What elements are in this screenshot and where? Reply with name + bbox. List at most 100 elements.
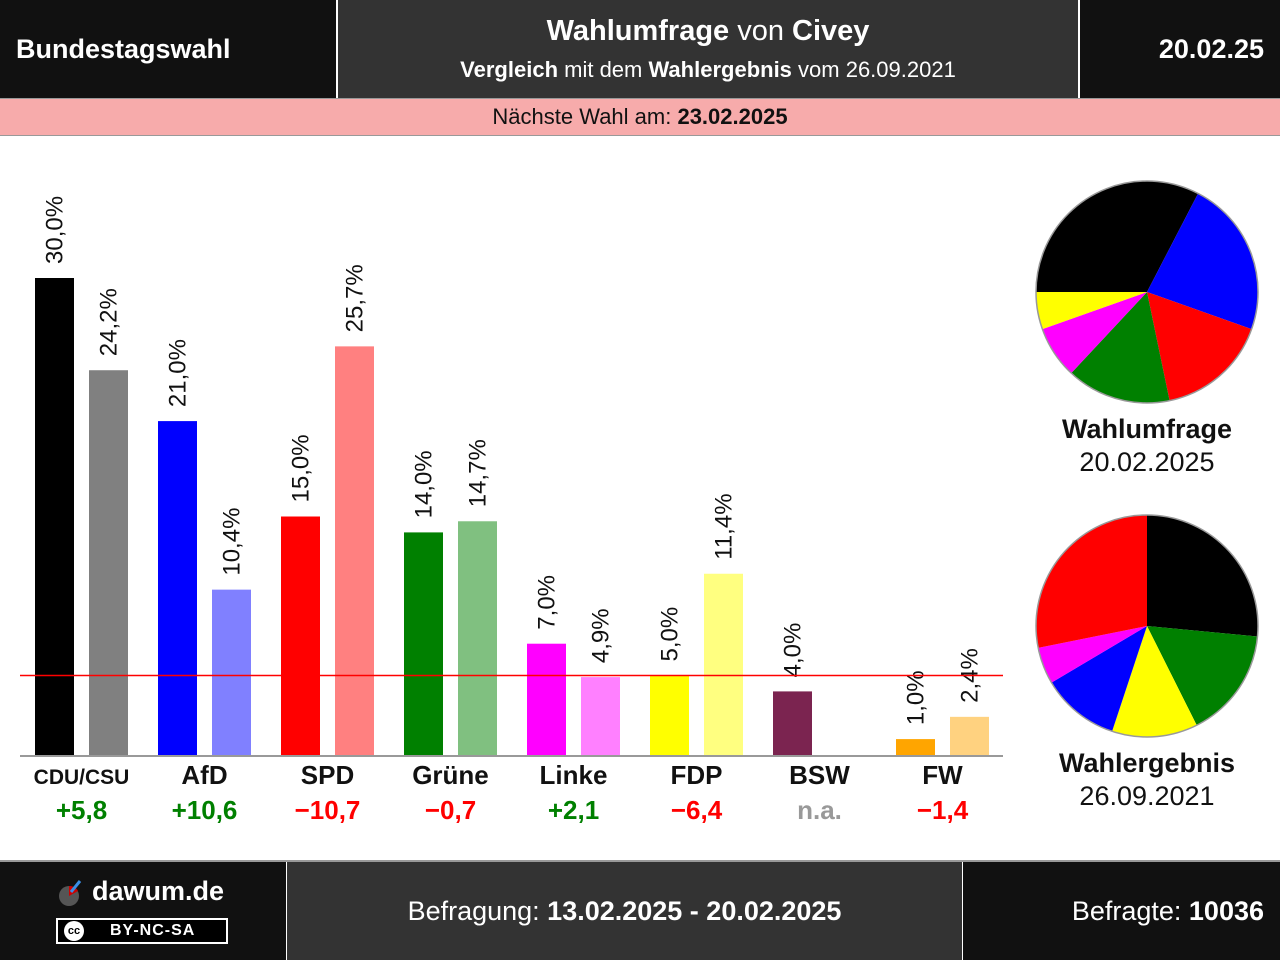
pie-slice [1112, 626, 1197, 737]
pie-result-name: Wahlergebnis [1058, 748, 1236, 778]
license-text: BY-NC-SA [110, 922, 196, 939]
header-right: 20.02.25 [1080, 0, 1280, 98]
category-label: FDP [671, 760, 723, 790]
bar-value-label: 5,0% [657, 607, 684, 662]
bar-chart: 30,0% 24,2% CDU/CSU +5,8 21,0% 10,4% AfD +10,6 1… [20, 196, 1003, 825]
pie-slice [1038, 626, 1147, 683]
bar-result-4 [581, 677, 620, 755]
footer-survey: Befragung: 13.02.2025 - 20.02.2025 [287, 862, 962, 960]
bar-result-3 [458, 521, 497, 755]
category-label: AfD [181, 760, 227, 790]
subtitle-word2: Wahlergebnis [648, 57, 792, 82]
respondents-label: Befragte: [1071, 896, 1189, 926]
bar-result-2 [335, 346, 374, 755]
subtitle-connector: mit dem [558, 57, 649, 82]
poll-title-word: Wahlumfrage [546, 15, 730, 47]
bar-poll-2 [281, 516, 320, 755]
bar-value-label: 15,0% [288, 434, 315, 502]
bar-value-label: 14,0% [411, 450, 438, 518]
next-election-date: 23.02.2025 [677, 104, 788, 129]
bar-value-label: 14,7% [465, 439, 492, 507]
bar-result-5 [704, 573, 743, 755]
pie-slice [1036, 181, 1199, 292]
difference-label: +10,6 [172, 795, 238, 825]
license-badge[interactable]: cc BY-NC-SA [56, 918, 228, 944]
bar-value-label: 25,7% [342, 264, 369, 332]
poll-title: Wahlumfrage von Civey [338, 15, 1078, 48]
bar-poll-7 [896, 739, 935, 755]
difference-label: +5,8 [56, 795, 107, 825]
bar-value-label: 11,4% [711, 493, 738, 559]
bar-value-label: 1,0% [903, 670, 930, 725]
header-center: Wahlumfrage von Civey Vergleich mit dem … [338, 0, 1078, 98]
bar-poll-1 [158, 421, 197, 755]
pie-slice [1042, 292, 1147, 374]
poll-title-connector: von [729, 15, 793, 47]
subtitle-word1: Vergleich [460, 57, 559, 82]
survey-dates: 13.02.2025 - 20.02.2025 [547, 896, 842, 926]
pie-result-date: 26.09.2021 [1079, 781, 1215, 811]
pie-label-result: Wahlergebnis 26.09.2021 [1017, 748, 1277, 812]
bar-value-label: 4,9% [588, 608, 615, 663]
difference-label: +2,1 [548, 795, 599, 825]
bar-poll-0 [35, 278, 74, 755]
footer-branding: dawum.de cc BY-NC-SA [0, 862, 286, 960]
difference-label: n.a. [797, 795, 842, 825]
pie-slice [1036, 515, 1147, 648]
subtitle-date: vom 26.09.2021 [791, 57, 956, 82]
pie-label-poll: Wahlumfrage 20.02.2025 [1017, 414, 1277, 478]
bar-result-1 [212, 589, 251, 755]
pie-outline [1035, 180, 1259, 404]
survey-period: Befragung: 13.02.2025 - 20.02.2025 [287, 896, 962, 927]
pie-slice [1147, 292, 1252, 401]
bar-value-label: 7,0% [534, 575, 561, 630]
pie-outline [1035, 514, 1259, 738]
poll-date: 20.02.25 [1158, 34, 1264, 64]
bar-value-label: 10,4% [219, 508, 246, 576]
bar-poll-3 [404, 532, 443, 755]
pie-slice [1051, 626, 1147, 732]
category-label: BSW [789, 760, 850, 790]
bar-value-label: 21,0% [165, 339, 192, 407]
category-label: Linke [540, 760, 608, 790]
footer-respondents: Befragte: 10036 [963, 862, 1280, 960]
difference-label: −10,7 [295, 795, 361, 825]
next-election-banner: Nächste Wahl am: 23.02.2025 [0, 98, 1280, 136]
header-left: Bundestagswahl [0, 0, 336, 98]
footer: dawum.de cc BY-NC-SA Befragung: 13.02.20… [0, 860, 1280, 960]
difference-label: −0,7 [425, 795, 476, 825]
pie-chart-result [1035, 514, 1259, 738]
pie-slice [1147, 626, 1258, 726]
category-label: Grüne [412, 760, 489, 790]
pie-poll-name: Wahlumfrage [1061, 414, 1232, 444]
pollster-name: Civey [792, 15, 870, 47]
next-election-label: Nächste Wahl am: [492, 104, 678, 129]
bar-result-7 [950, 716, 989, 755]
pie-slice [1147, 193, 1258, 330]
difference-label: −1,4 [917, 795, 969, 825]
pie-poll-date: 20.02.2025 [1079, 447, 1215, 477]
bar-value-label: 4,0% [780, 623, 807, 678]
difference-label: −6,4 [671, 795, 723, 825]
category-label: CDU/CSU [34, 766, 130, 789]
pie-slice [1147, 515, 1258, 637]
pie-chart-poll [1035, 180, 1259, 404]
bar-poll-6 [773, 691, 812, 755]
respondents-count: 10036 [1188, 896, 1264, 926]
bar-value-label: 30,0% [42, 196, 69, 264]
brand-name[interactable]: dawum.de [92, 876, 225, 906]
survey-label: Befragung: [407, 896, 548, 926]
dawum-logo-icon [59, 880, 82, 906]
pie-slice [1071, 292, 1170, 403]
category-label: FW [922, 760, 963, 790]
election-title: Bundestagswahl [16, 34, 231, 64]
poll-subtitle: Vergleich mit dem Wahlergebnis vom 26.09… [338, 57, 1078, 83]
category-label: SPD [301, 760, 354, 790]
bar-value-label: 24,2% [96, 288, 123, 356]
bar-poll-5 [650, 675, 689, 755]
pie-slice [1036, 292, 1147, 330]
bar-poll-4 [527, 643, 566, 755]
bar-result-0 [89, 370, 128, 755]
respondents: Befragte: 10036 [1072, 896, 1264, 927]
cc-icon: cc [64, 921, 84, 941]
